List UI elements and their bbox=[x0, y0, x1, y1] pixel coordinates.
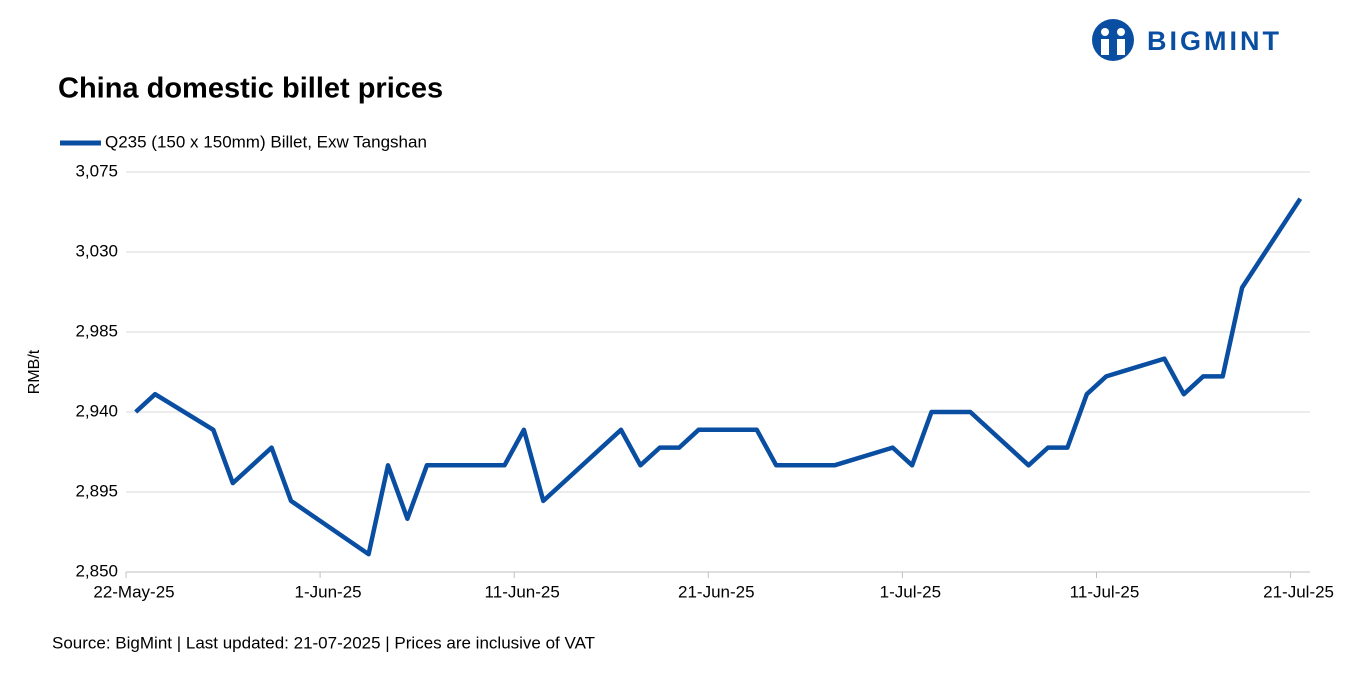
logo: BIGMINT bbox=[1092, 19, 1282, 61]
y-tick-label: 2,895 bbox=[75, 481, 118, 500]
x-tick-label: 1-Jul-25 bbox=[880, 582, 941, 601]
y-tick-label: 3,030 bbox=[75, 241, 118, 260]
data-line bbox=[134, 197, 1303, 557]
logo-icon bbox=[1092, 19, 1134, 61]
logo-icon-part bbox=[1101, 28, 1109, 36]
x-tick-label: 21-Jul-25 bbox=[1263, 582, 1334, 601]
x-tick-label: 21-Jun-25 bbox=[678, 582, 755, 601]
logo-icon-part bbox=[1101, 39, 1109, 55]
y-tick-label: 2,985 bbox=[75, 321, 118, 340]
y-axis-label: RMB/t bbox=[26, 349, 43, 394]
x-tick-label: 1-Jun-25 bbox=[295, 582, 362, 601]
brand-name: BIGMINT bbox=[1147, 26, 1282, 56]
x-tick-label: 11-Jul-25 bbox=[1070, 582, 1140, 601]
y-tick-label: 3,075 bbox=[75, 161, 118, 180]
logo-icon-part bbox=[1117, 39, 1125, 55]
x-tick-label: 11-Jun-25 bbox=[485, 582, 560, 601]
logo-icon-part bbox=[1117, 28, 1125, 36]
y-tick-label: 2,850 bbox=[75, 561, 118, 580]
source-note: Source: BigMint | Last updated: 21-07-20… bbox=[52, 633, 595, 652]
x-tick-label: 22-May-25 bbox=[93, 582, 174, 601]
legend-label: Q235 (150 x 150mm) Billet, Exw Tangshan bbox=[105, 132, 427, 151]
chart-title: China domestic billet prices bbox=[58, 73, 443, 105]
y-tick-label: 2,940 bbox=[75, 401, 118, 420]
